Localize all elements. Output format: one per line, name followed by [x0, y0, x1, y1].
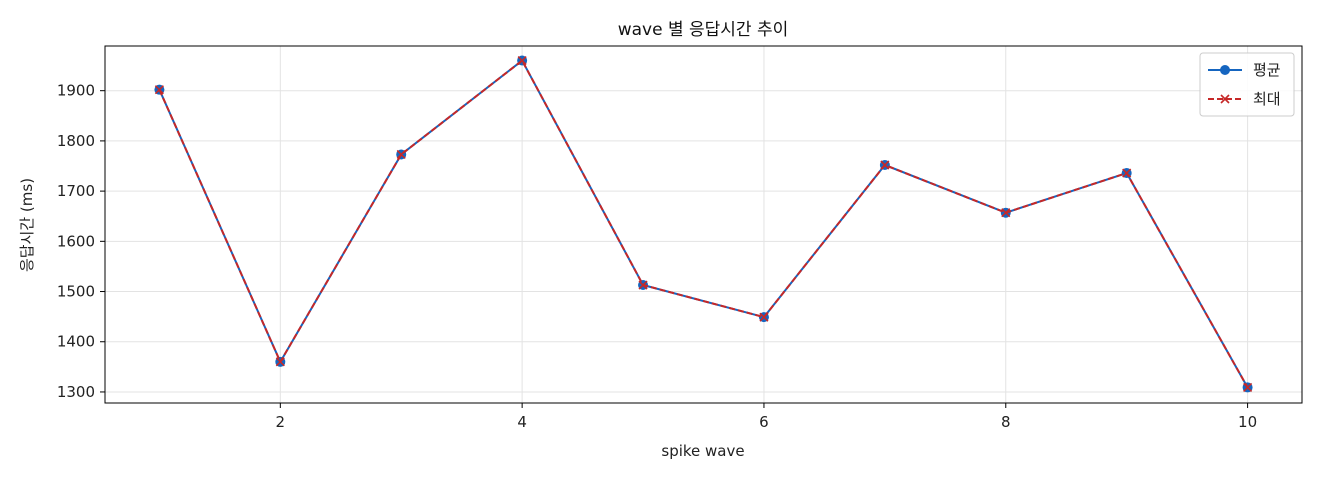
point-max: [759, 312, 769, 322]
grid: [105, 46, 1302, 403]
point-max: [880, 160, 890, 170]
y-tick-label: 1500: [57, 283, 95, 301]
x-tick-label: 2: [276, 413, 286, 431]
series-layer: [154, 55, 1253, 393]
x-tick-label: 8: [1001, 413, 1011, 431]
y-tick-label: 1600: [57, 232, 95, 250]
series-line-max: [158, 59, 1249, 388]
x-tick-label: 6: [759, 413, 769, 431]
y-tick-label: 1800: [57, 132, 95, 150]
chart-title: wave 별 응답시간 추이: [618, 20, 789, 40]
x-tick-label: 10: [1238, 413, 1257, 431]
legend-label-max: 최대: [1253, 90, 1281, 108]
y-tick-label: 1900: [57, 82, 95, 100]
legend-marker-max: [1220, 94, 1230, 104]
point-max: [154, 85, 164, 95]
y-axis-label: 응답시간 (ms): [18, 178, 36, 272]
plot-frame: [104, 45, 1303, 404]
point-max: [638, 280, 648, 290]
point-max: [1122, 168, 1132, 178]
x-tick-label: 4: [517, 413, 527, 431]
y-axis-ticks: 1300 1400 1500 1600 1700 1800 1900: [57, 82, 105, 401]
point-max: [517, 55, 527, 66]
series-line-mean: [158, 59, 1249, 388]
point-max: [275, 357, 285, 367]
x-axis-ticks: 2 4 6 8 10: [276, 403, 1257, 431]
x-axis-label: spike wave: [661, 442, 744, 460]
legend-label-mean: 평균: [1253, 61, 1281, 79]
y-tick-label: 1700: [57, 182, 95, 200]
point-max: [1243, 382, 1253, 393]
y-tick-label: 1300: [57, 383, 95, 401]
y-tick-label: 1400: [57, 333, 95, 351]
point-max: [396, 149, 406, 160]
legend-marker-mean: [1220, 65, 1230, 75]
point-max: [1001, 208, 1011, 218]
